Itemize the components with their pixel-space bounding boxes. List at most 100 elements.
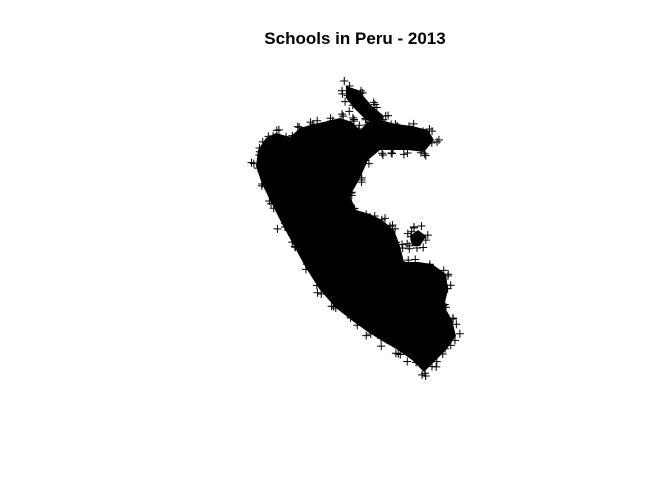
- school-point-marker: [308, 120, 317, 129]
- school-point-marker: [355, 121, 364, 130]
- school-point-marker: [348, 101, 357, 110]
- school-points-fill: [256, 86, 456, 372]
- school-point-marker: [313, 116, 322, 125]
- school-point-marker: [280, 222, 289, 231]
- school-point-marker: [378, 150, 387, 159]
- school-point-marker: [423, 231, 432, 240]
- school-point-marker: [395, 261, 404, 270]
- school-point-marker: [433, 137, 442, 146]
- school-point-marker: [323, 120, 332, 129]
- school-point-marker: [381, 214, 389, 223]
- school-point-marker: [305, 263, 314, 272]
- school-point-marker: [403, 239, 412, 248]
- school-point-marker: [446, 341, 455, 350]
- school-point-marker: [372, 116, 381, 125]
- school-point-marker: [455, 329, 464, 338]
- school-point-marker: [345, 107, 354, 116]
- school-point-marker: [349, 204, 358, 213]
- school-point-marker: [398, 244, 407, 253]
- school-point-marker: [452, 320, 461, 329]
- school-point-marker: [338, 89, 347, 98]
- school-point-marker: [247, 158, 256, 167]
- school-point-marker: [411, 238, 420, 247]
- school-point-marker: [396, 350, 405, 359]
- school-point-marker: [269, 131, 278, 140]
- school-point-marker: [420, 369, 429, 378]
- school-point-marker: [338, 110, 347, 119]
- school-point-marker: [341, 97, 350, 106]
- school-point-marker: [282, 132, 291, 141]
- school-point-marker: [421, 151, 430, 160]
- school-point-marker: [257, 181, 266, 190]
- school-point-marker: [411, 255, 420, 264]
- school-point-marker: [405, 122, 414, 131]
- school-point-marker: [388, 149, 397, 158]
- school-point-marker: [366, 213, 375, 222]
- school-point-marker: [450, 336, 459, 345]
- school-point-marker: [313, 288, 322, 297]
- school-point-marker: [288, 238, 297, 247]
- school-point-marker: [449, 315, 458, 324]
- school-point-marker: [267, 199, 276, 208]
- school-point-marker: [272, 126, 281, 135]
- school-point-marker: [356, 89, 365, 98]
- school-point-marker: [440, 285, 449, 294]
- school-point-marker: [391, 224, 400, 233]
- school-point-marker: [366, 324, 375, 333]
- school-point-marker: [357, 178, 366, 187]
- school-point-marker: [441, 344, 450, 353]
- school-point-marker: [347, 191, 356, 200]
- school-point-marker: [398, 240, 407, 249]
- school-point-marker: [288, 131, 297, 140]
- school-point-marker: [254, 164, 263, 173]
- school-point-marker: [352, 99, 361, 108]
- school-point-marker: [258, 137, 267, 146]
- school-point-marker: [425, 124, 434, 133]
- school-point-marker: [397, 257, 406, 266]
- school-point-marker: [417, 222, 426, 231]
- school-point-marker: [382, 335, 391, 344]
- school-point-marker: [427, 138, 436, 147]
- school-point-marker: [443, 284, 452, 293]
- school-point-marker: [269, 204, 278, 213]
- school-point-marker: [364, 159, 373, 168]
- school-point-marker: [403, 357, 412, 366]
- school-point-marker: [317, 290, 326, 299]
- school-point-marker: [384, 111, 393, 120]
- plot-title: Schools in Peru - 2013: [264, 29, 446, 48]
- school-point-marker: [273, 224, 282, 233]
- school-point-marker: [362, 331, 371, 340]
- school-point-marker: [377, 334, 386, 343]
- school-point-marker: [407, 126, 416, 135]
- school-point-marker: [419, 127, 428, 136]
- school-point-marker: [364, 118, 373, 127]
- school-point-marker: [439, 266, 448, 275]
- school-point-marker: [366, 115, 375, 124]
- school-point-marker: [447, 331, 456, 340]
- school-point-marker: [377, 215, 386, 224]
- school-point-marker: [331, 303, 340, 312]
- school-point-marker: [394, 349, 403, 358]
- school-point-marker: [346, 313, 355, 322]
- school-point-marker: [399, 143, 408, 152]
- school-point-marker: [440, 300, 449, 309]
- school-point-marker: [366, 329, 375, 338]
- school-point-marker: [412, 358, 421, 367]
- school-point-marker: [289, 136, 298, 145]
- school-point-marker: [295, 123, 304, 132]
- school-point-marker: [349, 115, 358, 124]
- school-point-marker: [420, 149, 429, 158]
- school-point-marker: [416, 148, 425, 157]
- school-point-marker: [425, 260, 434, 269]
- school-point-marker: [421, 236, 430, 245]
- school-point-marker: [403, 229, 412, 238]
- school-point-marker: [432, 362, 441, 371]
- school-point-marker: [438, 349, 447, 358]
- school-point-marker: [392, 238, 401, 247]
- school-point-marker: [375, 115, 384, 124]
- school-point-marker: [403, 149, 412, 158]
- school-point-marker: [293, 122, 302, 131]
- school-point-marker: [417, 234, 426, 243]
- school-point-marker: [374, 219, 383, 228]
